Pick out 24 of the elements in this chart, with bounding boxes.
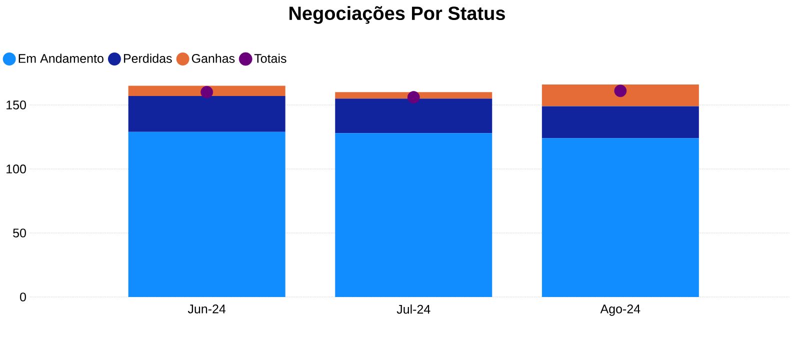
bar [128, 132, 286, 297]
x-tick-label: Jul-24 [396, 304, 430, 314]
bar [542, 106, 699, 138]
y-tick-label: 100 [6, 164, 26, 174]
legend-label: Ganhas [192, 54, 235, 63]
legend-label: Totais [254, 54, 286, 63]
x-tick-label: Ago-24 [600, 304, 640, 316]
bar [335, 133, 492, 297]
y-tick-label: 150 [6, 100, 26, 110]
legend-label: Em Andamento [18, 54, 104, 63]
x-tick-label: Jun-24 [188, 304, 226, 314]
legend-label: Perdidas [124, 54, 172, 63]
y-tick-label: 0 [20, 292, 26, 302]
y-tick-label: 50 [13, 228, 26, 238]
chart-title: Negociações Por Status [290, 6, 505, 24]
bar [335, 92, 492, 99]
bar [542, 138, 699, 297]
bar [542, 84, 699, 106]
point [407, 91, 420, 104]
bar [335, 98, 492, 134]
bar [128, 86, 286, 96]
point [200, 86, 214, 98]
bar [128, 96, 286, 132]
point [614, 84, 627, 98]
